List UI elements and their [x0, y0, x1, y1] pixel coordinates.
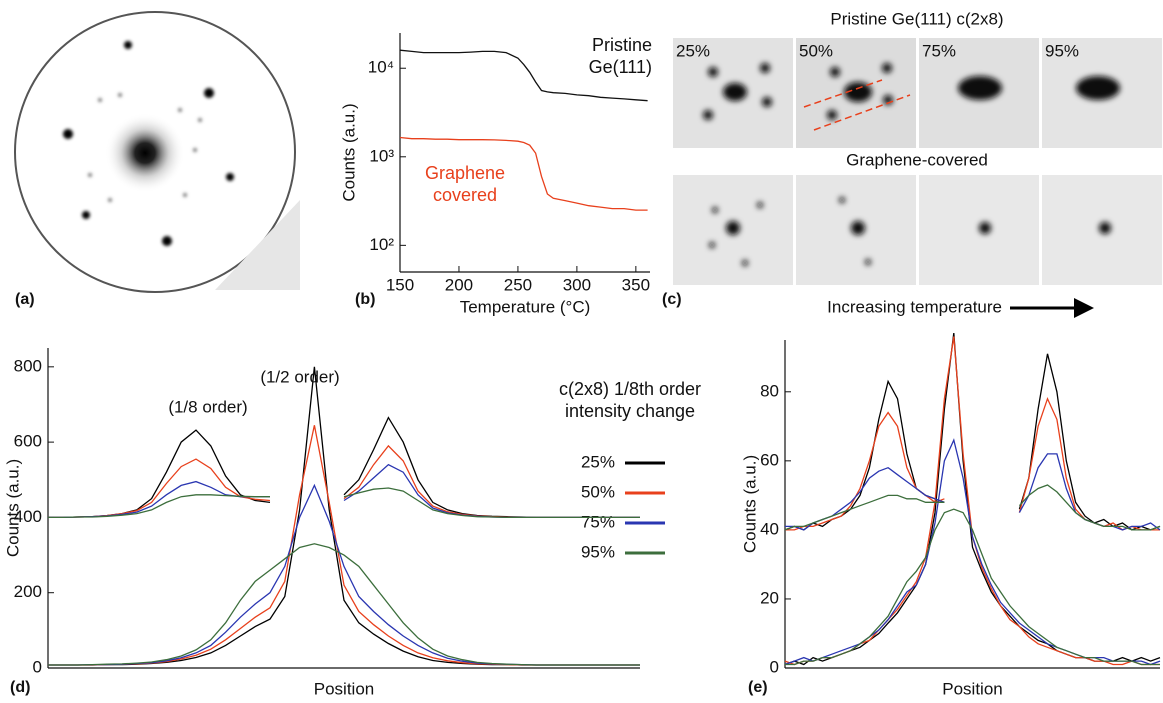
series-line	[48, 487, 640, 519]
series-label: Graphene covered	[424, 163, 506, 205]
y-tick-label: 0	[33, 657, 42, 676]
y-tick-label: 10³	[369, 146, 394, 165]
x-tick-label: 200	[445, 275, 473, 294]
y-tick-label: 40	[760, 519, 779, 538]
column-label: 25%	[676, 41, 710, 60]
y-axis-label: Counts (a.u.)	[339, 103, 358, 201]
series-line	[399, 49, 648, 102]
y-tick-label: 60	[760, 450, 779, 469]
x-axis-label: Temperature (°C)	[460, 297, 591, 316]
series-line	[784, 336, 1160, 666]
y-tick-label: 80	[760, 381, 779, 400]
annotation: (1/2 order)	[260, 367, 339, 386]
legend-label: 95%	[581, 542, 615, 561]
caption: Increasing temperature	[827, 297, 1002, 316]
image-title: Pristine Ge(111) c(2x8)	[830, 9, 1003, 28]
leed-image	[14, 11, 300, 293]
series-line	[784, 333, 1161, 666]
series-line	[48, 543, 640, 666]
series-line	[784, 353, 1161, 531]
series-label: Pristine Ge(111)	[588, 35, 652, 77]
panel-label: (d)	[10, 679, 30, 696]
x-tick-label: 300	[563, 275, 591, 294]
column-label: 75%	[922, 41, 956, 60]
y-tick-label: 800	[14, 356, 42, 375]
panel-label: (c)	[662, 291, 682, 308]
column-label: 50%	[799, 41, 833, 60]
annotation: (1/8 order)	[168, 397, 247, 416]
x-axis-label: Position	[314, 679, 374, 698]
y-tick-label: 10²	[369, 235, 394, 254]
series-line	[785, 453, 1161, 531]
legend-label: 75%	[581, 512, 615, 531]
y-tick-label: 400	[14, 507, 42, 526]
y-tick-label: 10⁴	[368, 58, 394, 77]
x-tick-label: 150	[386, 275, 414, 294]
series-line	[48, 416, 640, 519]
series-line	[784, 438, 1161, 666]
legend-label: 25%	[581, 452, 615, 471]
series-line	[48, 444, 640, 519]
series-line	[784, 484, 1161, 531]
x-tick-label: 350	[622, 275, 650, 294]
y-tick-label: 0	[770, 657, 779, 676]
stm-images	[673, 38, 1162, 318]
x-axis-label: Position	[942, 679, 1002, 698]
legend-label: 50%	[581, 482, 615, 501]
y-axis-label: Counts (a.u.)	[740, 455, 759, 553]
y-tick-label: 200	[14, 582, 42, 601]
column-label: 95%	[1045, 41, 1079, 60]
series-line	[48, 425, 640, 666]
y-tick-label: 600	[14, 432, 42, 451]
panel-label: (a)	[15, 291, 35, 308]
series-line	[785, 508, 1160, 666]
y-axis-label: Counts (a.u.)	[3, 459, 22, 557]
legend-title: c(2x8) 1/8th order intensity change	[558, 379, 702, 421]
image-title: Graphene-covered	[846, 150, 988, 169]
series-line	[785, 396, 1160, 531]
panel-label: (b)	[355, 291, 375, 308]
series-line	[399, 136, 648, 211]
x-tick-label: 250	[504, 275, 532, 294]
y-tick-label: 20	[760, 588, 779, 607]
panel-label: (e)	[748, 679, 768, 696]
